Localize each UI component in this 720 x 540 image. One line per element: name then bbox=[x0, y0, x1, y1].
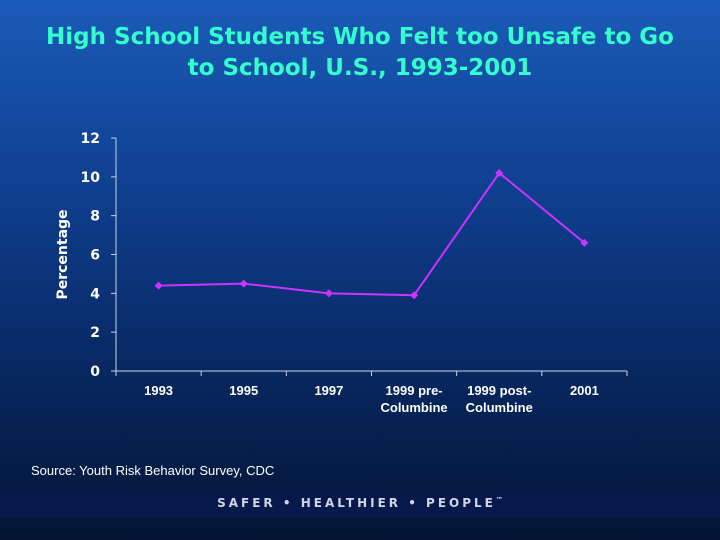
x-tick-label-line: Columbine bbox=[466, 400, 533, 415]
y-tick-label: 4 bbox=[90, 286, 100, 302]
chart-title-line-2: to School, U.S., 1993-2001 bbox=[187, 55, 533, 81]
data-point-marker bbox=[324, 289, 333, 298]
x-tick-label-line: 1995 bbox=[229, 383, 258, 398]
data-point-marker bbox=[580, 238, 589, 247]
x-tick-label-line: 1997 bbox=[314, 383, 343, 398]
chart-title-line-1: High School Students Who Felt too Unsafe… bbox=[46, 24, 674, 50]
data-point-marker bbox=[154, 281, 163, 290]
source-note: Source: Youth Risk Behavior Survey, CDC bbox=[31, 463, 275, 478]
footer-tagline: SAFER • HEALTHIER • PEOPLE™ bbox=[0, 496, 720, 510]
x-tick-label: 1999 pre- Columbine bbox=[380, 383, 447, 415]
chart-title: High School Students Who Felt too Unsafe… bbox=[0, 22, 720, 84]
x-tick-label: 1997 bbox=[314, 383, 343, 398]
series-line bbox=[158, 171, 586, 297]
x-tick-label: 1995 bbox=[229, 383, 258, 398]
y-tick-label: 10 bbox=[81, 170, 101, 186]
x-tick-label-line: 1993 bbox=[144, 383, 173, 398]
x-tick-label-line: 1999 post- bbox=[467, 383, 531, 398]
data-point-marker bbox=[410, 291, 419, 300]
data-point-marker bbox=[495, 168, 504, 177]
y-tick-label: 2 bbox=[90, 325, 100, 341]
x-tick-label: 1999 post- Columbine bbox=[466, 383, 533, 415]
y-tick-label: 12 bbox=[81, 131, 100, 147]
y-axis-title: Percentage bbox=[55, 209, 71, 299]
x-tick-label: 2001 bbox=[570, 383, 599, 398]
x-tick-label-line: 1999 pre- bbox=[386, 383, 443, 398]
x-tick-label: 1993 bbox=[144, 383, 173, 398]
trademark-mark: ™ bbox=[495, 496, 503, 504]
footer-tagline-text: SAFER • HEALTHIER • PEOPLE bbox=[217, 496, 496, 510]
x-tick-label-line: Columbine bbox=[380, 400, 447, 415]
x-tick-label-line: 2001 bbox=[570, 383, 599, 398]
y-tick-label: 6 bbox=[90, 248, 100, 264]
footer-band bbox=[0, 490, 720, 517]
data-point-marker bbox=[239, 279, 248, 288]
y-tick-label: 8 bbox=[90, 209, 100, 225]
y-tick-label: 0 bbox=[90, 364, 100, 380]
